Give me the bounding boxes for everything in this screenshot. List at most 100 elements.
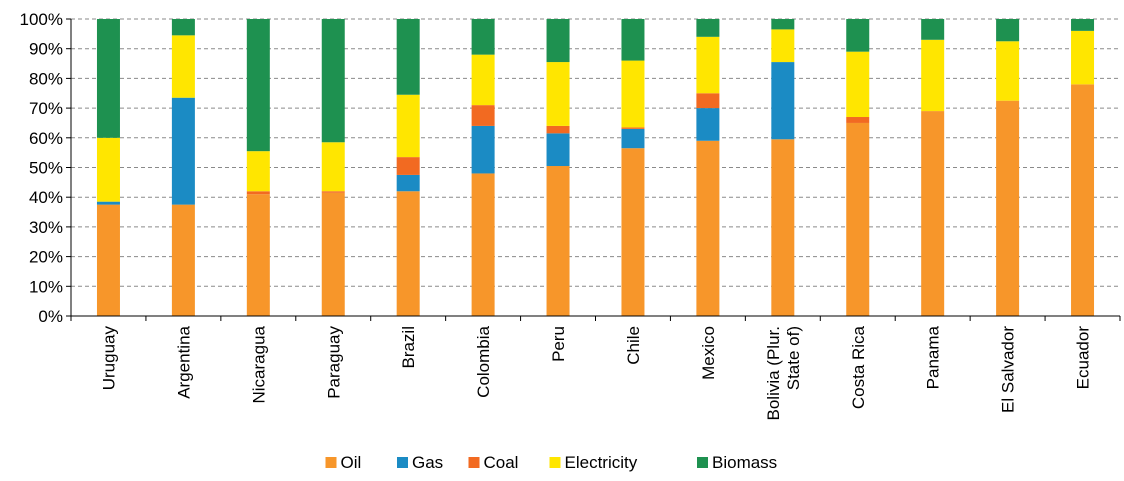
category-label: El Salvador xyxy=(999,326,1018,413)
bar-biomass-mexico xyxy=(696,19,720,37)
legend-item-coal: Coal xyxy=(468,453,519,472)
bar-oil-argentina xyxy=(171,204,195,316)
legend-label: Electricity xyxy=(565,453,638,472)
bar-biomass-peru xyxy=(546,19,570,63)
bar-coal-peru xyxy=(546,125,570,134)
category-label: Chile xyxy=(624,326,643,365)
grid-lines xyxy=(71,18,1120,287)
y-tick-label: 60% xyxy=(29,129,63,148)
y-tick-label: 90% xyxy=(29,40,63,59)
category-label-line: Brazil xyxy=(399,326,418,369)
bar-biomass-brazil xyxy=(396,19,420,95)
y-tick-label: 50% xyxy=(29,159,63,178)
legend-item-biomass: Biomass xyxy=(697,453,777,472)
legend-label: Coal xyxy=(484,453,519,472)
category-label: Costa Rica xyxy=(849,325,868,409)
bar-coal-chile xyxy=(621,127,645,129)
legend-swatch xyxy=(325,457,337,468)
bar-coal-brazil xyxy=(396,157,420,175)
bar-electricity-chile xyxy=(621,60,645,128)
y-tick-label: 70% xyxy=(29,99,63,118)
bar-electricity-ecuador xyxy=(1071,30,1095,85)
category-label-line: El Salvador xyxy=(999,326,1018,413)
legend: Oil Gas Coal Electricity Biomass xyxy=(325,453,777,472)
bar-oil-mexico xyxy=(696,140,720,316)
bar-electricity-costa-rica xyxy=(846,51,870,118)
bar-oil-nicaragua xyxy=(246,194,270,316)
bar-electricity-peru xyxy=(546,62,570,126)
axes xyxy=(66,18,1121,321)
bar-oil-uruguay xyxy=(96,204,120,316)
bar-oil-ecuador xyxy=(1071,84,1095,316)
legend-item-gas: Gas xyxy=(397,453,443,472)
bar-biomass-chile xyxy=(621,19,645,61)
bar-oil-costa-rica xyxy=(846,122,870,316)
bar-electricity-colombia xyxy=(471,54,495,106)
bar-electricity-brazil xyxy=(396,94,420,158)
category-label-line: Panama xyxy=(924,325,943,389)
bar-coal-costa-rica xyxy=(846,117,870,123)
bar-gas-bolivia-plur-state-of- xyxy=(771,62,795,140)
bar-oil-chile xyxy=(621,148,645,316)
bar-gas-mexico xyxy=(696,108,720,141)
legend-item-oil: Oil xyxy=(325,453,362,472)
bar-oil-panama xyxy=(921,111,945,316)
category-label-line: State of) xyxy=(784,326,803,390)
legend-item-electricity: Electricity xyxy=(549,453,638,472)
legend-swatch xyxy=(549,457,561,468)
bar-biomass-nicaragua xyxy=(246,19,270,152)
bar-coal-nicaragua xyxy=(246,191,270,195)
bar-electricity-mexico xyxy=(696,36,720,94)
x-axis-category-labels: Uruguay Argentina Nicaragua Paraguay Brazil C… xyxy=(99,325,1092,420)
category-label-line: Ecuador xyxy=(1074,326,1093,390)
bar-biomass-el-salvador xyxy=(996,19,1020,42)
y-axis-ticks: 0% 10% 20% 30% 40% 50% 60% 70% 80% 90% 100% xyxy=(20,10,63,326)
category-label-line: Nicaragua xyxy=(249,325,268,403)
category-label: Uruguay xyxy=(99,326,118,391)
bar-biomass-argentina xyxy=(171,19,195,36)
y-tick-label: 80% xyxy=(29,69,63,88)
bar-gas-chile xyxy=(621,128,645,149)
bar-electricity-argentina xyxy=(171,35,195,98)
legend-swatch xyxy=(697,457,708,468)
category-label: Panama xyxy=(924,325,943,389)
category-label: Peru xyxy=(549,326,568,362)
bar-gas-uruguay xyxy=(96,201,120,205)
category-label: Colombia xyxy=(474,325,493,397)
legend-label: Oil xyxy=(341,453,362,472)
bar-coal-colombia xyxy=(471,105,495,126)
bar-biomass-bolivia-plur-state-of- xyxy=(771,19,795,30)
bar-gas-brazil xyxy=(396,174,420,192)
bar-gas-colombia xyxy=(471,125,495,174)
legend-swatch xyxy=(397,457,408,468)
category-label-line: Costa Rica xyxy=(849,325,868,409)
category-label: Paraguay xyxy=(324,326,343,399)
category-label-line: Uruguay xyxy=(99,326,118,391)
bar-electricity-nicaragua xyxy=(246,151,270,192)
bar-oil-paraguay xyxy=(321,192,345,316)
y-tick-label: 10% xyxy=(29,277,63,296)
bar-biomass-colombia xyxy=(471,19,495,55)
bar-gas-peru xyxy=(546,133,570,167)
bar-electricity-panama xyxy=(921,39,945,112)
bar-gas-argentina xyxy=(171,97,195,205)
category-label: Argentina xyxy=(174,325,193,398)
legend-label: Biomass xyxy=(712,453,777,472)
bar-oil-bolivia-plur-state-of- xyxy=(771,139,795,316)
bar-coal-mexico xyxy=(696,93,720,109)
bar-electricity-bolivia-plur-state-of- xyxy=(771,29,795,63)
bar-oil-brazil xyxy=(396,191,420,316)
bar-coal-paraguay xyxy=(321,191,345,193)
legend-label: Gas xyxy=(412,453,443,472)
category-label-line: Argentina xyxy=(174,325,193,398)
bar-electricity-uruguay xyxy=(96,137,120,202)
y-tick-label: 20% xyxy=(29,248,63,267)
bar-biomass-ecuador xyxy=(1071,19,1095,31)
bar-biomass-costa-rica xyxy=(846,19,870,52)
bar-oil-colombia xyxy=(471,173,495,316)
category-label-line: Mexico xyxy=(699,326,718,380)
legend-swatch xyxy=(468,457,480,468)
category-label-line: Chile xyxy=(624,326,643,365)
